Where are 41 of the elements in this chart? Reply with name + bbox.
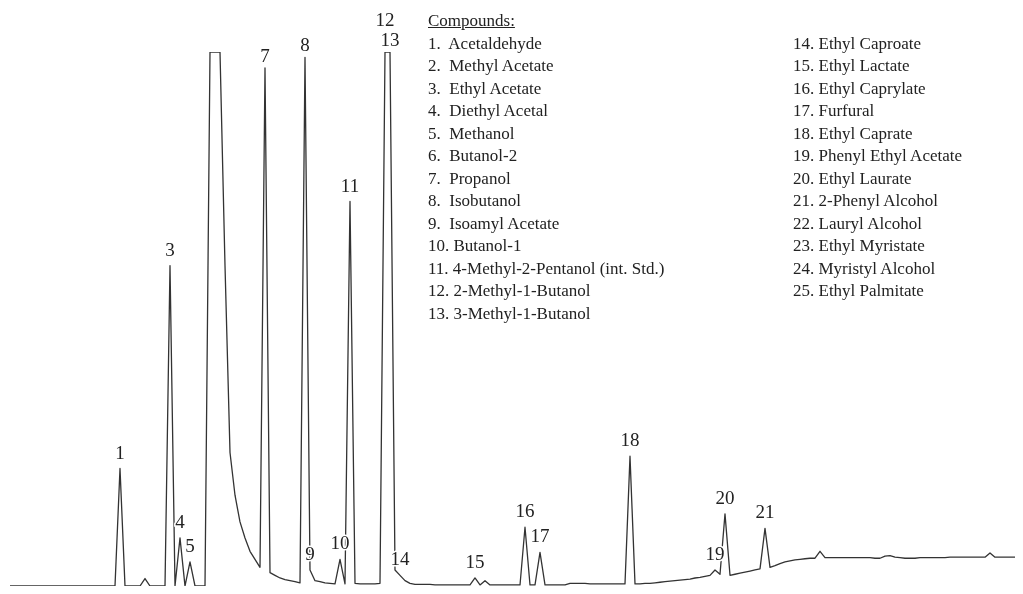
annotation: 4. Diethyl Acetal: [428, 100, 549, 122]
annotation: 5. Methanol: [428, 122, 516, 145]
annotation: 23. Ethyl Myristate: [793, 235, 926, 257]
annotation: 24. Myristyl Alcohol: [793, 257, 937, 280]
annotation: 3: [165, 238, 175, 260]
annotation: 25. Ethyl Palmitate: [793, 280, 925, 302]
annotation: 4: [175, 510, 186, 532]
annotation: 17. Furfural: [793, 100, 876, 122]
annotation: 7: [260, 45, 270, 67]
annotation: 20: [715, 486, 735, 508]
annotation: 2. Methyl Acetate: [428, 55, 555, 77]
annotation: 15: [465, 550, 485, 572]
annotation: 20. Ethyl Laurate: [793, 167, 913, 190]
annotation: 21. 2-Phenyl Alcohol: [793, 190, 939, 212]
annotation: 13. 3-Methyl-1-Butanol: [428, 302, 592, 325]
annotation: 7. Propanol: [428, 167, 512, 190]
annotation: 10. Butanol-1: [428, 235, 523, 257]
annotation: 19. Phenyl Ethyl Acetate: [793, 145, 963, 167]
annotation: 1. Acetaldehyde: [428, 32, 543, 55]
annotation: 11: [340, 174, 360, 196]
annotation: 18: [620, 429, 640, 451]
annotation: 3. Ethyl Acetate: [428, 77, 543, 100]
annotation: 13: [380, 29, 400, 50]
annotation: 18. Ethyl Caprate: [793, 122, 914, 145]
text: Compounds:: [428, 10, 516, 32]
annotation: 17: [530, 525, 550, 547]
annotation: 16. Ethyl Caprylate: [793, 77, 927, 100]
annotation: 1: [115, 441, 125, 463]
annotation: 8: [300, 34, 310, 56]
annotation: 15. Ethyl Lactate: [793, 55, 911, 77]
annotation: 11. 4-Methyl-2-Pentanol (int. Std.): [428, 257, 665, 280]
annotation: 21: [755, 501, 775, 523]
annotation: 12: [375, 9, 395, 30]
annotation: 16: [515, 500, 535, 522]
annotation: 8. Isobutanol: [428, 190, 523, 212]
annotation: 9. Isoamyl Acetate: [428, 212, 561, 235]
annotation: 12. 2-Methyl-1-Butanol: [428, 280, 592, 302]
annotation: 14. Ethyl Caproate: [793, 32, 922, 55]
annotation: 22. Lauryl Alcohol: [793, 212, 923, 235]
annotation: 6. Butanol-2: [428, 145, 519, 167]
annotation: 5: [185, 534, 195, 556]
